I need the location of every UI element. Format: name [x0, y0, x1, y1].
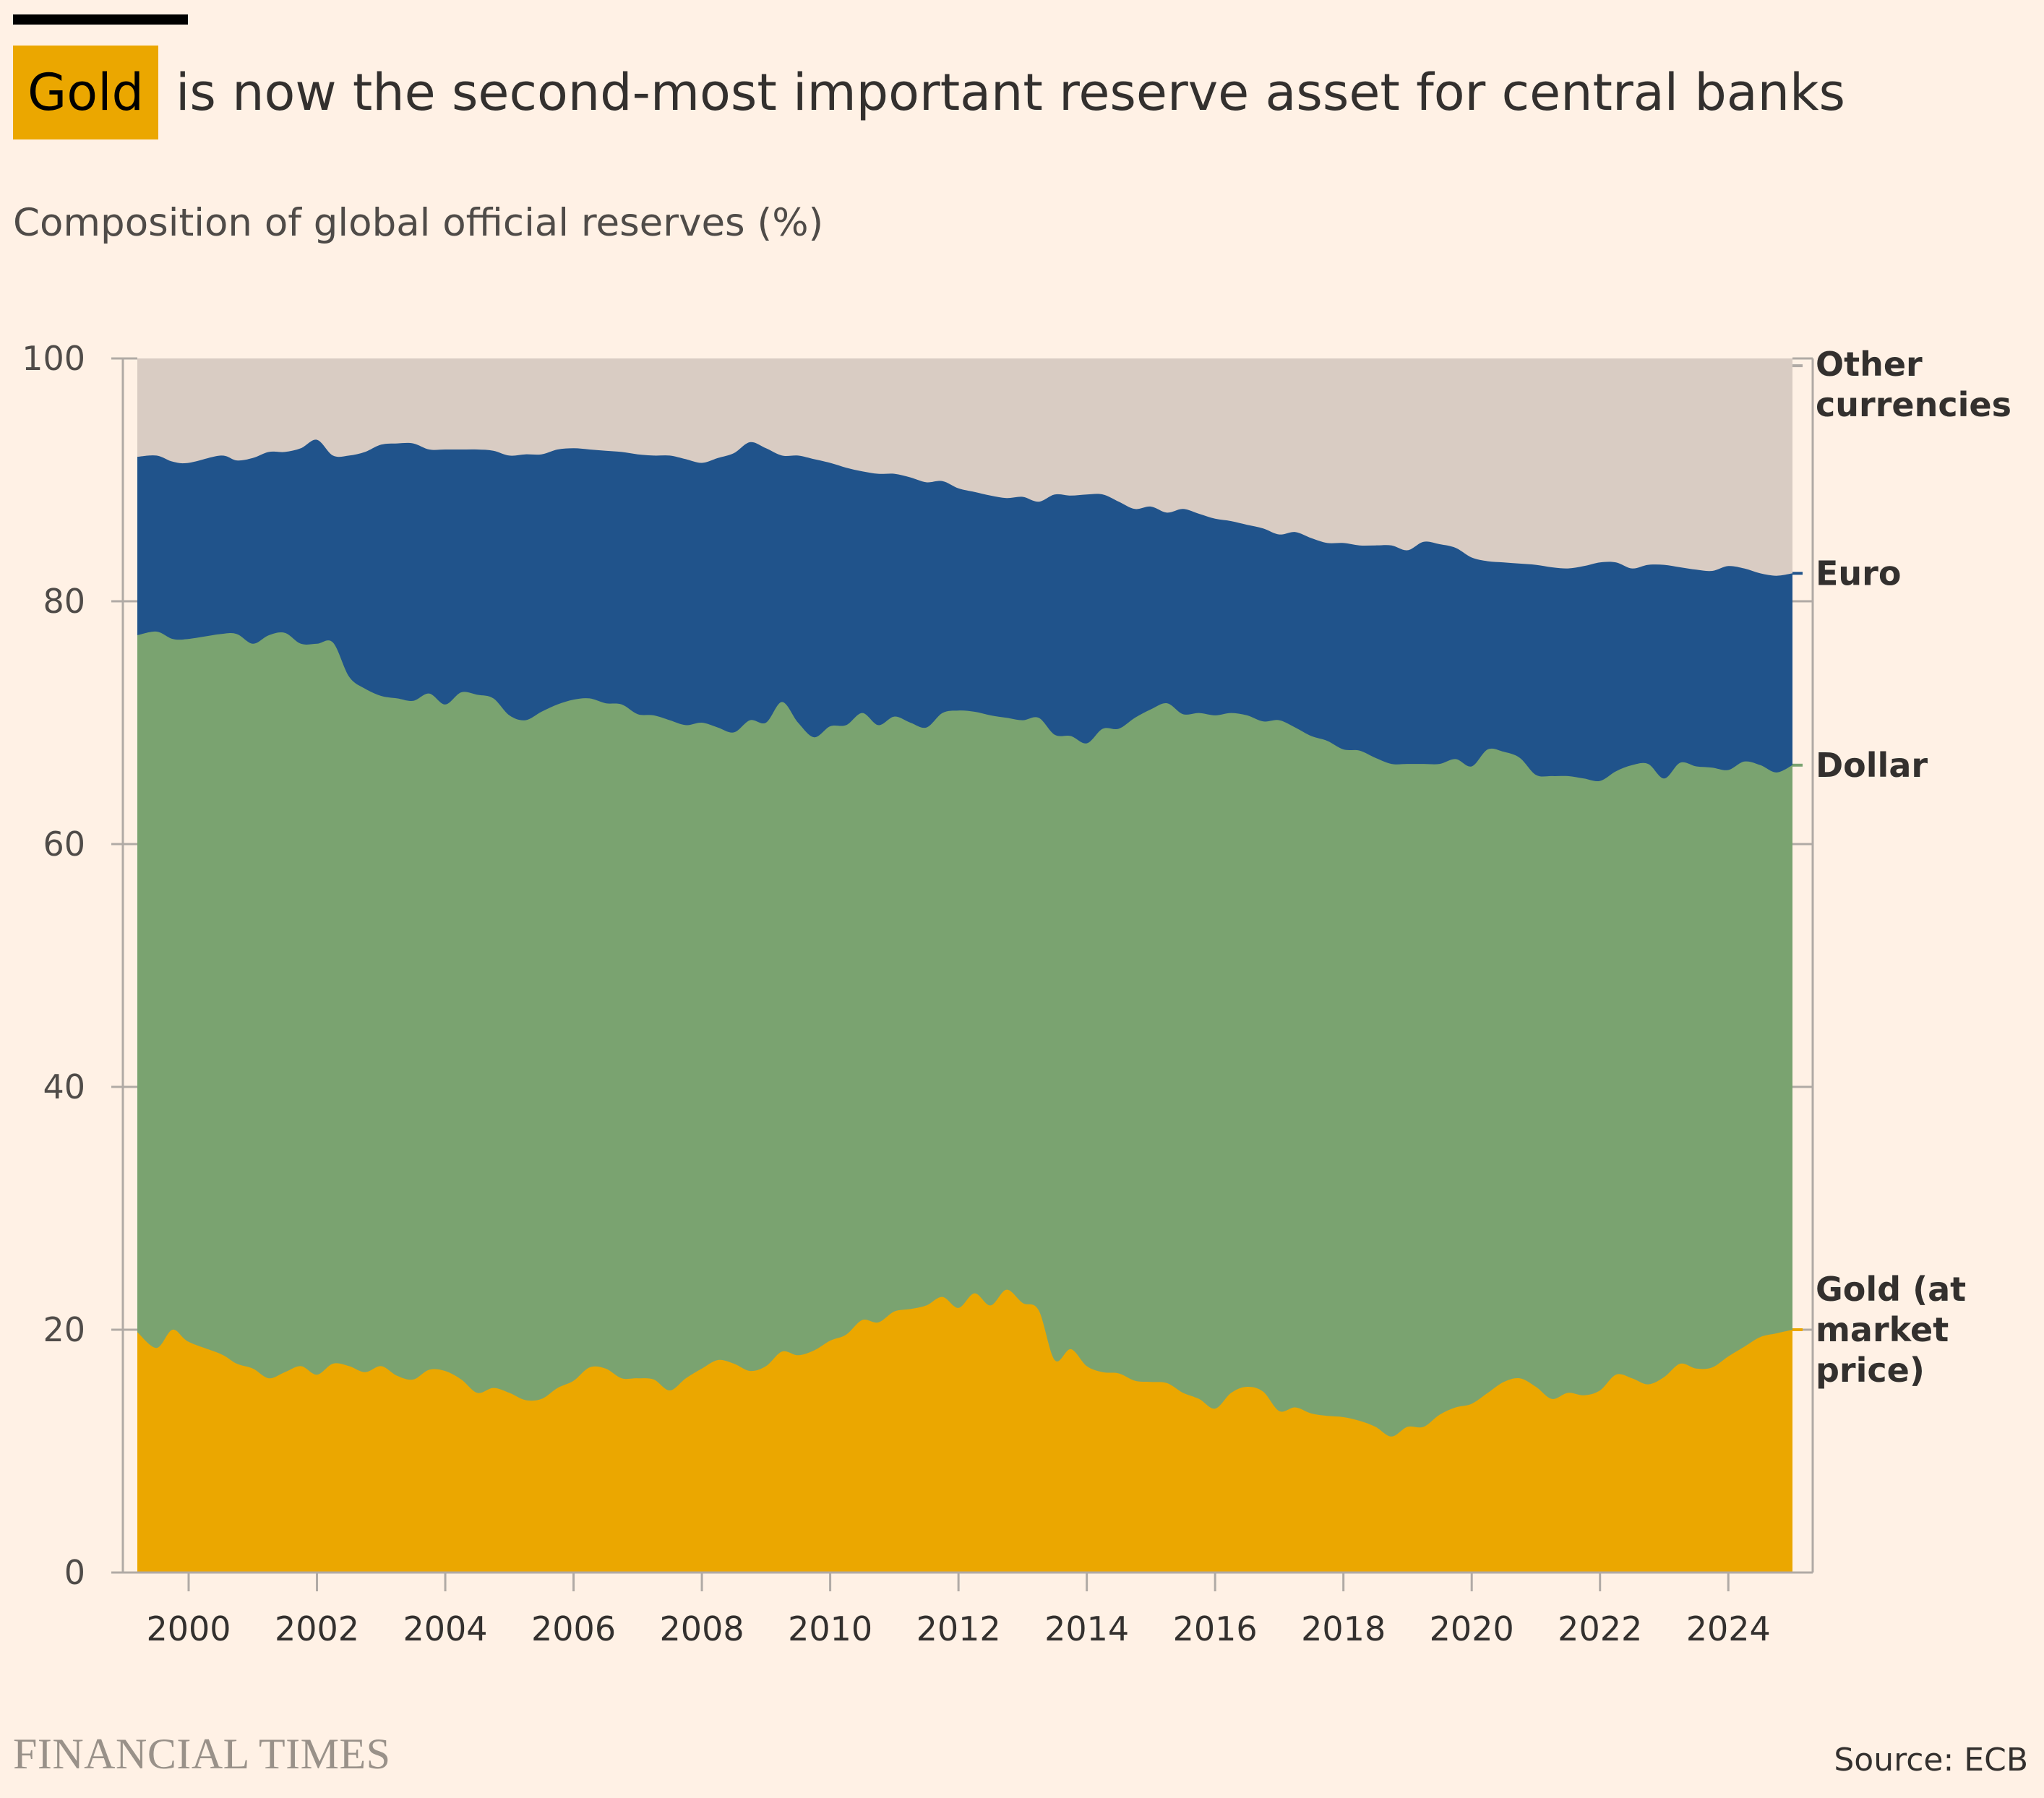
source-note: Source: ECB — [1834, 1742, 2028, 1778]
series-label-dollar: Dollar — [1816, 746, 1928, 785]
x-tick-label: 2022 — [1558, 1609, 1642, 1648]
x-tick-label: 2004 — [403, 1609, 488, 1648]
x-tick-label: 2008 — [660, 1609, 744, 1648]
publisher-logo: FINANCIAL TIMES — [13, 1730, 391, 1778]
x-tick-label: 2024 — [1686, 1609, 1771, 1648]
x-tick-label: 2014 — [1044, 1609, 1129, 1648]
y-tick-label: 0 — [64, 1553, 85, 1592]
y-tick-label: 40 — [43, 1067, 85, 1106]
x-tick-label: 2018 — [1301, 1609, 1386, 1648]
x-tick-label: 2020 — [1430, 1609, 1514, 1648]
series-label-other-currencies: Other currencies — [1816, 345, 2011, 424]
area-gold-at-market-price — [137, 1289, 1792, 1573]
series-label-euro: Euro — [1816, 554, 1901, 593]
area-layer — [137, 358, 1792, 1573]
x-tick-label: 2016 — [1173, 1609, 1258, 1648]
top-rule — [13, 14, 188, 25]
title-text: is now the second-most important reserve… — [175, 63, 1846, 122]
y-tick-label: 20 — [43, 1310, 85, 1349]
x-tick-label: 2012 — [916, 1609, 1001, 1648]
area-dollar — [137, 631, 1792, 1573]
series-label-gold-at-market-price: Gold (at market price) — [1816, 1270, 1966, 1390]
x-tick-label: 2010 — [788, 1609, 872, 1648]
x-tick-label: 2002 — [275, 1609, 359, 1648]
y-tick-label: 100 — [22, 339, 85, 378]
axes-layer: 0 20 40 60 80 100 2000 2002 2004 2006 2008 2010 2012… — [22, 339, 1814, 1648]
x-tick-label: 2006 — [531, 1609, 616, 1648]
title-highlight-gold: Gold — [13, 46, 158, 139]
chart-subtitle: Composition of global official reserves … — [13, 201, 824, 245]
y-tick-label: 80 — [43, 582, 85, 621]
y-tick-label: 60 — [43, 825, 85, 864]
series-labels-layer: Other currencies Euro Dollar Gold (at market p… — [1792, 345, 2011, 1390]
chart-title: Gold is now the second-most important re… — [13, 45, 2044, 140]
x-tick-label: 2000 — [146, 1609, 231, 1648]
